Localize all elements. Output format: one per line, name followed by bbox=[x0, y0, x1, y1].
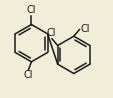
Text: Cl: Cl bbox=[26, 5, 36, 15]
Text: Cl: Cl bbox=[46, 28, 56, 38]
Text: Cl: Cl bbox=[79, 24, 89, 34]
Text: Cl: Cl bbox=[24, 70, 33, 80]
